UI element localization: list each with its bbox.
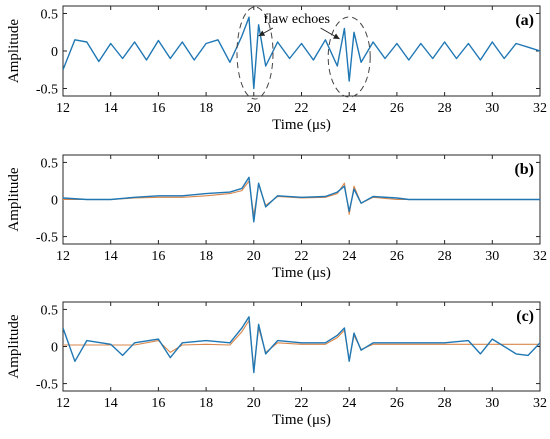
panel-c: 12 14 16 18 20 22 24 26 28 30 32 -0.5 0 0.5 Time (μs) A… bbox=[6, 301, 547, 428]
x-tick-label: 16 bbox=[151, 396, 165, 411]
y-tick-label: 0 bbox=[51, 341, 58, 356]
x-tick-label: 20 bbox=[247, 396, 261, 411]
x-axis-label: Time (μs) bbox=[272, 412, 331, 428]
x-tick-label: 28 bbox=[438, 101, 452, 116]
x-tick-label: 12 bbox=[56, 249, 70, 264]
x-tick-label: 12 bbox=[56, 396, 70, 411]
x-axis-label: Time (μs) bbox=[272, 265, 331, 281]
y-axis-label: Amplitude bbox=[6, 167, 22, 232]
x-tick-label: 28 bbox=[438, 396, 452, 411]
x-tick-label: 26 bbox=[390, 249, 404, 264]
x-tick-label: 14 bbox=[104, 249, 118, 264]
y-tick-label: 0 bbox=[51, 45, 58, 60]
annotation-arrow bbox=[320, 27, 340, 40]
y-tick-label: -0.5 bbox=[36, 231, 58, 246]
y-tick-label: 0.5 bbox=[41, 156, 59, 171]
x-tick-label: 18 bbox=[199, 249, 213, 264]
series-line-reference bbox=[63, 319, 540, 370]
y-tick-label: -0.5 bbox=[36, 378, 58, 393]
y-tick-label: 0 bbox=[51, 194, 58, 209]
x-tick-label: 14 bbox=[104, 101, 118, 116]
echo-highlight-ellipse bbox=[236, 6, 274, 100]
panel-b: 12 14 16 18 20 22 24 26 28 30 32 -0.5 0 0.5 Time (μs) A… bbox=[6, 154, 547, 281]
x-tick-label: 30 bbox=[485, 396, 499, 411]
x-tick-label: 16 bbox=[151, 101, 165, 116]
x-tick-label: 30 bbox=[485, 249, 499, 264]
x-tick-label: 20 bbox=[247, 249, 261, 264]
series-line-signal bbox=[63, 176, 540, 223]
x-tick-label: 12 bbox=[56, 101, 70, 116]
y-axis-label: Amplitude bbox=[6, 314, 22, 379]
x-tick-label: 32 bbox=[533, 396, 547, 411]
annotation-arrow bbox=[258, 27, 274, 37]
flaw-echoes-annotation: flaw echoes bbox=[236, 6, 371, 100]
x-axis-label: Time (μs) bbox=[272, 117, 331, 133]
panel-label: (c) bbox=[516, 308, 534, 325]
y-tick-label: -0.5 bbox=[36, 83, 58, 98]
series-line-signal bbox=[63, 16, 540, 90]
y-axis-label: Amplitude bbox=[6, 19, 22, 84]
y-tick-label: 0.5 bbox=[41, 303, 59, 318]
y-tick-label: 0.5 bbox=[41, 8, 59, 23]
x-tick-label: 32 bbox=[533, 101, 547, 116]
x-tick-label: 22 bbox=[295, 101, 309, 116]
annotation-text: flaw echoes bbox=[263, 12, 329, 27]
x-tick-label: 20 bbox=[247, 101, 261, 116]
x-tick-label: 24 bbox=[342, 249, 356, 264]
x-tick-label: 16 bbox=[151, 249, 165, 264]
x-tick-label: 24 bbox=[342, 396, 356, 411]
x-tick-label: 24 bbox=[342, 101, 356, 116]
x-tick-label: 32 bbox=[533, 249, 547, 264]
x-tick-label: 22 bbox=[295, 396, 309, 411]
panel-label: (a) bbox=[515, 12, 534, 29]
series-line-signal bbox=[63, 316, 540, 374]
x-tick-label: 18 bbox=[199, 101, 213, 116]
x-tick-label: 28 bbox=[438, 249, 452, 264]
echo-highlight-ellipse bbox=[327, 16, 371, 98]
series-line-reference bbox=[63, 180, 540, 217]
x-tick-label: 26 bbox=[390, 101, 404, 116]
axes-frame bbox=[62, 301, 541, 392]
x-tick-label: 30 bbox=[485, 101, 499, 116]
x-tick-label: 22 bbox=[295, 249, 309, 264]
x-tick-label: 14 bbox=[104, 396, 118, 411]
x-tick-label: 26 bbox=[390, 396, 404, 411]
panel-a: 12 14 16 18 20 22 24 26 28 30 32 -0.5 0 0.5 Time (μs) A… bbox=[6, 5, 547, 133]
x-tick-label: 18 bbox=[199, 396, 213, 411]
panel-label: (b) bbox=[514, 161, 534, 178]
